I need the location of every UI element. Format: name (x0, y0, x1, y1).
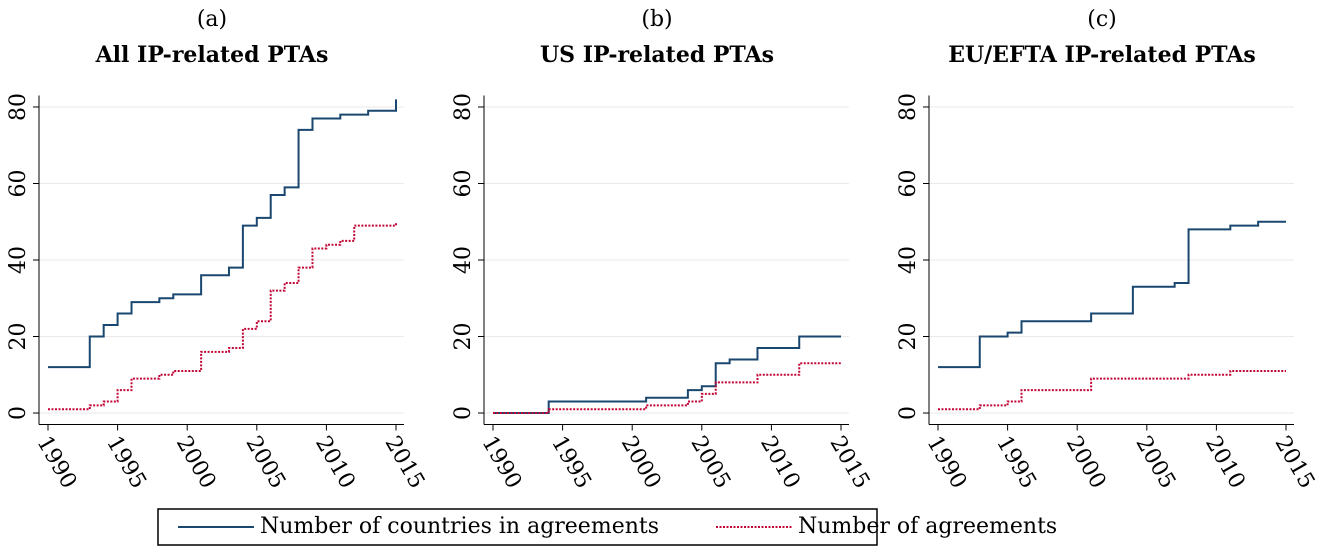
chart-title: EU/EFTA IP-related PTAs (948, 42, 1256, 68)
legend-label: Number of agreements (798, 514, 1057, 539)
x-tick-label: 2005 (685, 432, 735, 493)
x-tick-label: 2005 (1130, 432, 1180, 493)
x-tick-label: 2005 (240, 432, 290, 493)
x-tick-label: 2010 (1200, 432, 1250, 493)
x-tick-label: 2010 (755, 432, 805, 493)
y-tick-label: 60 (896, 169, 921, 197)
y-tick-label: 40 (451, 246, 476, 274)
y-tick-label: 20 (896, 323, 921, 351)
legend-label: Number of countries in agreements (260, 514, 659, 539)
y-tick-label: 60 (451, 169, 476, 197)
y-tick-label: 80 (896, 93, 921, 121)
chart-title: US IP-related PTAs (540, 42, 774, 68)
x-tick-label: 2015 (825, 432, 875, 493)
panel-label: (a) (197, 7, 227, 32)
step-line (48, 221, 397, 411)
chart-title: All IP-related PTAs (95, 42, 329, 68)
panel-label: (c) (1087, 7, 1117, 32)
y-tick-label: 40 (6, 246, 31, 274)
x-tick-label: 1995 (101, 432, 151, 493)
panel-label: (b) (641, 7, 672, 32)
x-tick-label: 2015 (1270, 432, 1320, 493)
x-tick-label: 2015 (380, 432, 430, 493)
step-line (48, 99, 397, 369)
y-tick-label: 20 (6, 323, 31, 351)
x-tick-label: 1990 (477, 432, 527, 493)
x-tick-label: 1990 (922, 432, 972, 493)
x-tick-label: 2000 (616, 432, 666, 493)
y-tick-label: 0 (451, 406, 476, 420)
legend-box (157, 508, 878, 546)
y-tick-label: 60 (6, 169, 31, 197)
step-line (938, 220, 1286, 369)
x-tick-label: 1995 (546, 432, 596, 493)
x-tick-label: 2000 (1061, 432, 1111, 493)
step-line (938, 369, 1286, 411)
y-tick-label: 80 (6, 93, 31, 121)
y-tick-label: 80 (451, 93, 476, 121)
step-line (493, 335, 841, 415)
x-tick-label: 2010 (310, 432, 360, 493)
y-tick-label: 20 (451, 323, 476, 351)
y-tick-label: 40 (896, 246, 921, 274)
x-tick-label: 1995 (991, 432, 1041, 493)
step-line (493, 362, 841, 415)
x-tick-label: 2000 (171, 432, 221, 493)
x-tick-label: 1990 (32, 432, 82, 493)
y-tick-label: 0 (6, 406, 31, 420)
y-tick-label: 0 (896, 406, 921, 420)
